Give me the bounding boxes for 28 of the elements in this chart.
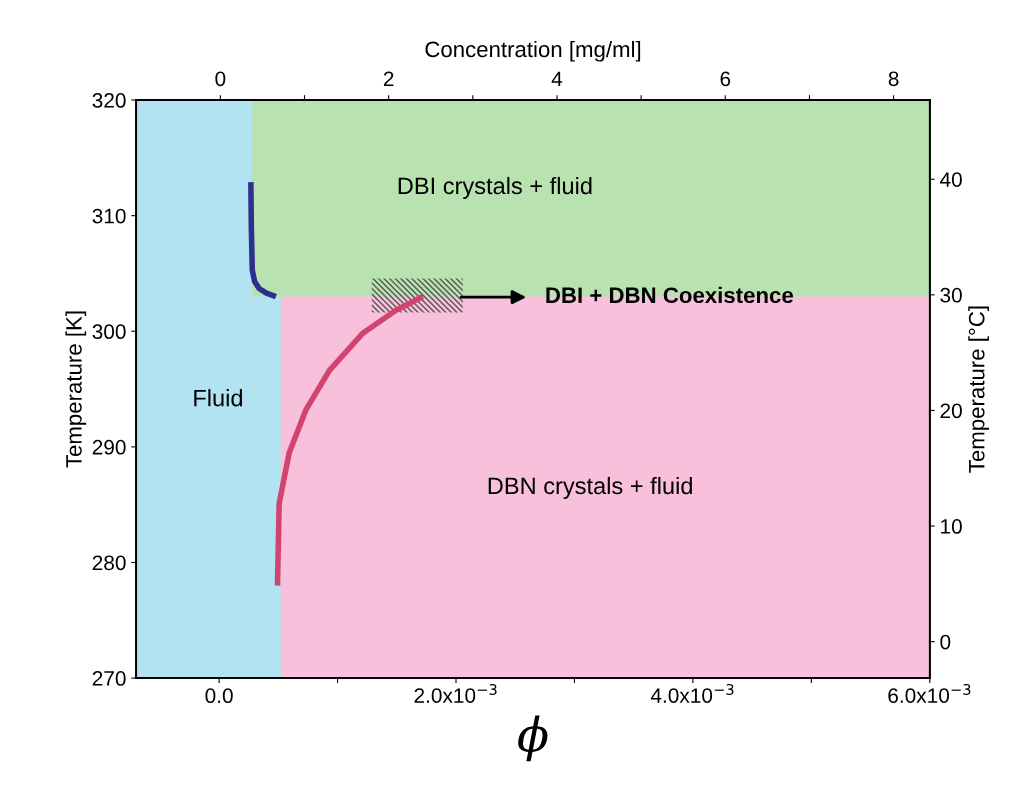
y-tick-label: 290 bbox=[92, 439, 126, 455]
y2-tick-label: 40 bbox=[939, 172, 962, 187]
x2-tick-label: 2 bbox=[383, 71, 394, 86]
y-tick-label: 280 bbox=[92, 555, 126, 571]
y-tick-label: 320 bbox=[92, 93, 126, 108]
y2-tick-label: 10 bbox=[941, 519, 962, 534]
y2-tick-label: 30 bbox=[940, 287, 962, 303]
annotation: DBI + DBN Coexistence bbox=[546, 286, 793, 304]
x-tick-label: 0.0 bbox=[205, 688, 233, 704]
x2-tick-label: 6 bbox=[720, 71, 731, 87]
x-tick-label: 4.0x10$^{−3}$ bbox=[650, 683, 734, 703]
x2-axis-title: Concentration [mg/ml] bbox=[425, 40, 641, 62]
x-axis-title: ϕ bbox=[518, 715, 548, 762]
annotation: Fluid bbox=[194, 389, 242, 407]
x-tick-label: 2.0x10$^{−3}$ bbox=[414, 683, 497, 703]
x-tick-label: 6.0x10$^{−3}$ bbox=[888, 683, 971, 703]
x2-tick-label: 8 bbox=[888, 71, 899, 87]
y-tick-label: 270 bbox=[92, 671, 126, 686]
annotation: DBN crystals + fluid bbox=[488, 476, 692, 499]
y2-tick-label: 0 bbox=[940, 634, 951, 650]
y2-tick-label: 20 bbox=[940, 403, 962, 419]
y-tick-label: 310 bbox=[92, 208, 126, 224]
y2-axis-title: Temperature [°C] bbox=[968, 306, 989, 473]
x2-tick-label: 0 bbox=[215, 71, 226, 87]
y-axis-title: Temperature [K] bbox=[65, 311, 87, 468]
annotation: DBI crystals + fluid bbox=[398, 176, 592, 199]
x2-tick-label: 4 bbox=[551, 71, 563, 86]
y-tick-label: 300 bbox=[92, 324, 126, 340]
